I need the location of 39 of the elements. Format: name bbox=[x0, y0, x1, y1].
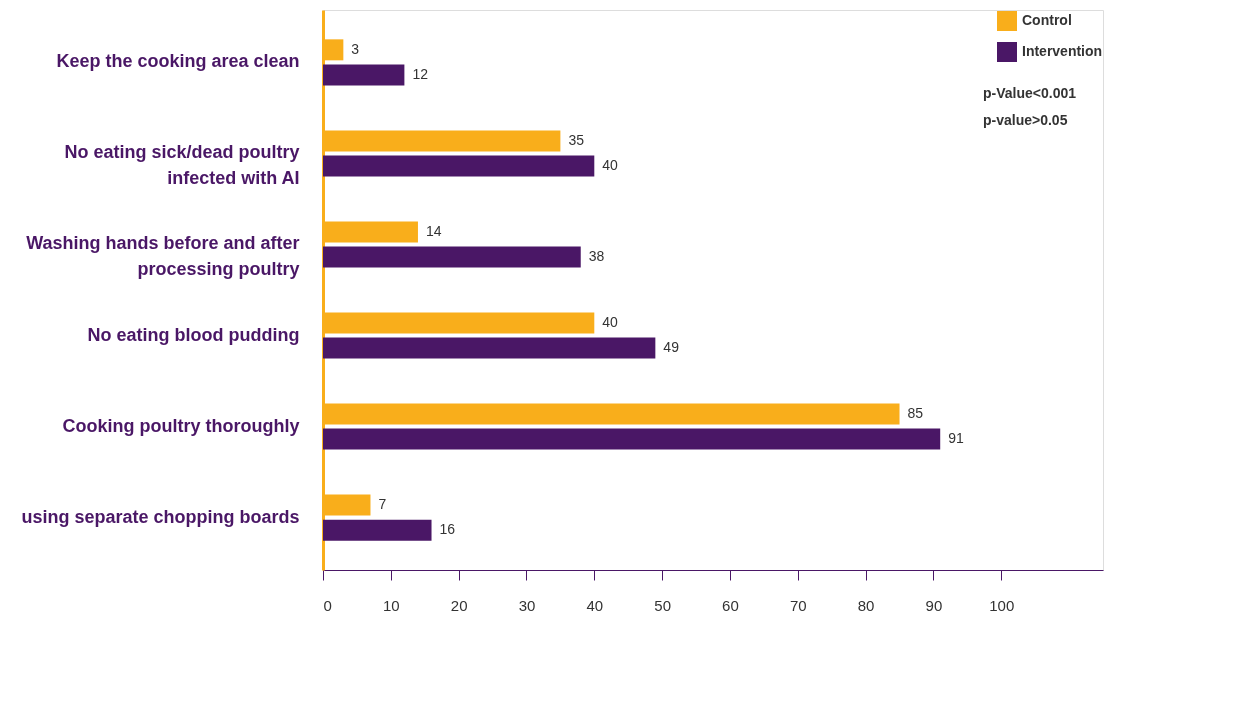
x-tick-label: 70 bbox=[789, 596, 807, 614]
data-label: 91 bbox=[948, 430, 964, 447]
bar bbox=[323, 337, 656, 359]
data-label: 40 bbox=[602, 314, 619, 331]
legend-label: Intervention bbox=[1022, 43, 1103, 59]
x-tick-label: 0 bbox=[323, 596, 332, 614]
y-tick-label: No eating blood pudding bbox=[87, 324, 300, 345]
data-label: 35 bbox=[568, 131, 585, 148]
data-label: 40 bbox=[602, 156, 619, 173]
y-tick-label: Cooking poultry thoroughly bbox=[62, 415, 300, 436]
x-tick-label: 100 bbox=[989, 596, 1015, 614]
annotation: p-value>0.05 bbox=[983, 112, 1068, 128]
data-label: 38 bbox=[588, 247, 605, 264]
y-tick-label: using separate chopping boards bbox=[21, 506, 300, 527]
data-label: 85 bbox=[907, 405, 924, 422]
bar bbox=[323, 246, 581, 268]
x-tick-label: 60 bbox=[722, 596, 739, 614]
y-tick-label: Washing hands before and after processing poultry bbox=[26, 233, 300, 280]
x-tick-label: 20 bbox=[450, 596, 468, 614]
x-tick-label: 40 bbox=[586, 596, 604, 614]
x-tick-label: 80 bbox=[857, 596, 875, 614]
data-label: 49 bbox=[663, 339, 680, 356]
data-label: 12 bbox=[412, 65, 429, 82]
data-label: 7 bbox=[378, 496, 387, 513]
bar bbox=[323, 519, 432, 541]
x-tick-label: 50 bbox=[654, 596, 671, 614]
data-label: 16 bbox=[439, 521, 456, 538]
x-tick-label: 30 bbox=[518, 596, 536, 614]
bar bbox=[323, 64, 405, 86]
x-tick-label: 90 bbox=[925, 596, 943, 614]
legend-label: Control bbox=[1022, 12, 1072, 28]
y-tick-label: No eating sick/dead poultry infected with AI bbox=[64, 142, 300, 189]
bar bbox=[323, 428, 941, 450]
data-label: 3 bbox=[351, 40, 360, 57]
data-label: 14 bbox=[425, 222, 442, 239]
annotation: p-Value<0.001 bbox=[983, 85, 1077, 101]
bar bbox=[323, 155, 595, 177]
y-tick-label: Keep the cooking area clean bbox=[56, 51, 300, 72]
x-tick-label: 10 bbox=[382, 596, 400, 614]
